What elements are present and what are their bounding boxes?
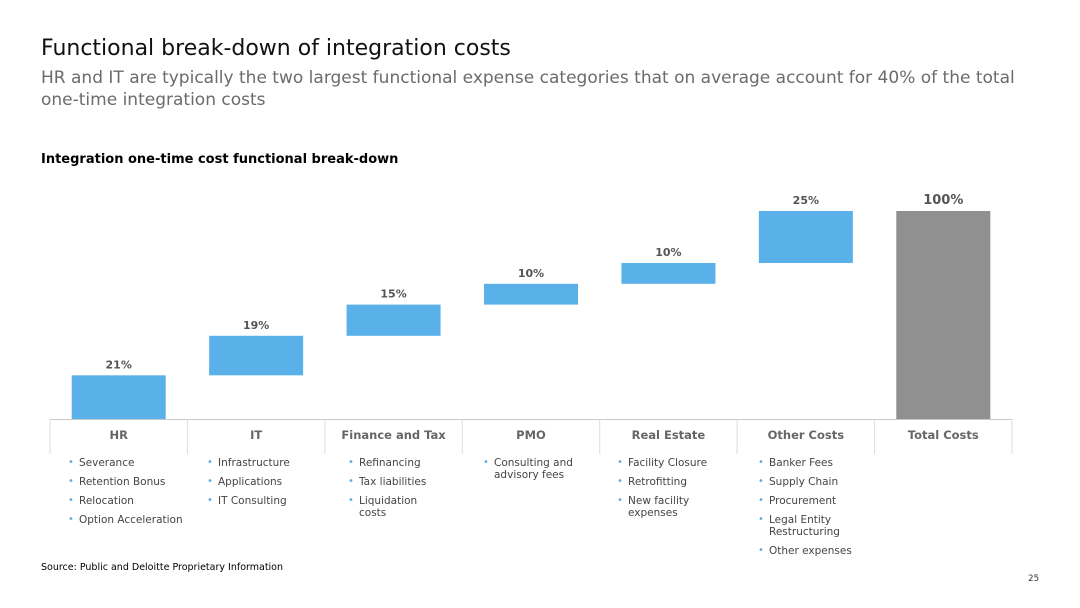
total-bar xyxy=(896,211,991,419)
detail-item: Supply Chain xyxy=(758,476,858,488)
category-label: IT xyxy=(250,428,262,442)
detail-item: New facility expenses xyxy=(617,495,696,519)
waterfall-bar xyxy=(71,375,166,419)
detail-item: Relocation xyxy=(68,495,198,507)
detail-item: Retention Bonus xyxy=(68,476,198,488)
waterfall-bar xyxy=(484,283,578,305)
detail-item: Procurement xyxy=(758,495,858,507)
data-label: 21% xyxy=(106,358,132,371)
details-list-finance: Refinancing Tax liabilities Liquidation … xyxy=(348,457,458,526)
waterfall-bar xyxy=(346,304,441,336)
category-label: Finance and Tax xyxy=(341,428,446,442)
data-label: 100% xyxy=(923,193,963,208)
detail-item: Liquidation costs xyxy=(348,495,429,519)
detail-item: Applications xyxy=(207,476,337,488)
detail-item: Banker Fees xyxy=(758,457,858,469)
detail-item: Facility Closure xyxy=(617,457,717,469)
detail-item: Refinancing xyxy=(348,457,458,469)
detail-item: IT Consulting xyxy=(207,495,337,507)
category-label: Total Costs xyxy=(908,428,979,442)
category-label: Real Estate xyxy=(632,428,706,442)
category-label: Other Costs xyxy=(768,428,845,442)
page-number: 25 xyxy=(1028,574,1039,584)
data-label: 15% xyxy=(380,288,406,301)
source-note: Source: Public and Deloitte Proprietary … xyxy=(41,562,284,573)
details-list-it: Infrastructure Applications IT Consultin… xyxy=(207,457,337,514)
detail-item: Retrofitting xyxy=(617,476,717,488)
page-title: Functional break-down of integration cos… xyxy=(41,36,511,61)
page-subtitle: HR and IT are typically the two largest … xyxy=(41,68,1015,110)
details-list-hr: Severance Retention Bonus Relocation Opt… xyxy=(68,457,198,533)
details-list-real-estate: Facility Closure Retrofitting New facili… xyxy=(617,457,717,526)
waterfall-bar xyxy=(621,263,716,284)
category-label: HR xyxy=(109,428,128,442)
details-list-pmo: Consulting and advisory fees xyxy=(483,457,583,488)
waterfall-bar xyxy=(758,211,853,263)
data-label: 25% xyxy=(793,194,819,207)
detail-item: Severance xyxy=(68,457,198,469)
detail-item: Consulting and advisory fees xyxy=(483,457,583,481)
data-label: 10% xyxy=(518,267,544,280)
data-label: 19% xyxy=(243,319,269,332)
detail-item: Option Acceleration xyxy=(68,514,198,526)
detail-item: Other expenses xyxy=(758,545,858,557)
detail-item: Legal Entity Restructuring xyxy=(758,514,849,538)
details-list-other: Banker Fees Supply Chain Procurement Leg… xyxy=(758,457,858,564)
data-label: 10% xyxy=(655,246,681,259)
waterfall-bar xyxy=(209,335,304,376)
detail-item: Infrastructure xyxy=(207,457,337,469)
chart-heading: Integration one-time cost functional bre… xyxy=(41,152,399,167)
detail-item: Tax liabilities xyxy=(348,476,458,488)
category-label: PMO xyxy=(516,428,546,442)
